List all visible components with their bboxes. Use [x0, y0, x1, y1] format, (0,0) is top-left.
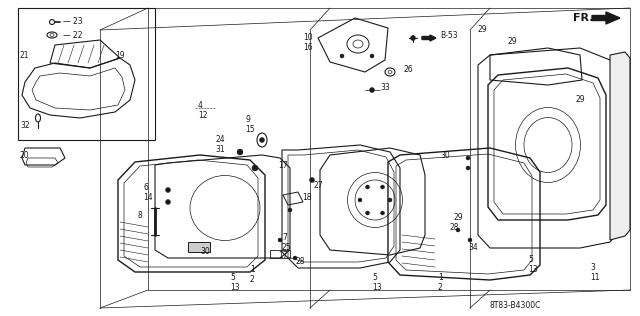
Text: 1: 1	[438, 274, 443, 283]
Text: 31: 31	[215, 145, 225, 155]
Text: 4: 4	[198, 100, 203, 110]
Circle shape	[310, 178, 314, 183]
Text: 28: 28	[450, 223, 460, 233]
Text: 26: 26	[403, 65, 413, 75]
Text: 15: 15	[245, 125, 255, 135]
Text: 5: 5	[528, 256, 533, 264]
Text: 29: 29	[575, 95, 584, 105]
Text: 27: 27	[314, 180, 324, 190]
Circle shape	[369, 88, 374, 93]
Polygon shape	[610, 52, 630, 240]
Text: — 22: — 22	[63, 31, 83, 40]
Text: B-53: B-53	[440, 32, 458, 40]
Circle shape	[466, 166, 470, 170]
Circle shape	[466, 156, 470, 160]
Text: 11: 11	[590, 274, 600, 283]
Circle shape	[381, 185, 385, 189]
Circle shape	[358, 198, 362, 202]
Circle shape	[468, 238, 472, 242]
Text: 30: 30	[200, 247, 210, 257]
Text: 17: 17	[278, 251, 287, 259]
Text: 12: 12	[198, 111, 207, 119]
Polygon shape	[188, 242, 210, 252]
Text: 1: 1	[250, 265, 255, 275]
Text: 13: 13	[230, 283, 239, 293]
Circle shape	[410, 35, 415, 40]
Text: 13: 13	[528, 265, 538, 275]
Text: 7: 7	[282, 234, 287, 242]
Circle shape	[278, 238, 282, 242]
Circle shape	[370, 54, 374, 58]
Text: 9: 9	[245, 116, 250, 125]
Text: 20: 20	[20, 150, 29, 160]
Text: 32: 32	[20, 120, 29, 130]
Circle shape	[166, 187, 170, 192]
Text: 19: 19	[115, 51, 125, 59]
Text: 10: 10	[303, 33, 312, 42]
Circle shape	[456, 228, 460, 232]
Circle shape	[381, 211, 385, 215]
Text: 24: 24	[215, 136, 225, 144]
Text: 34: 34	[468, 244, 477, 252]
Circle shape	[252, 165, 258, 171]
Text: 2: 2	[250, 276, 255, 284]
Text: 17: 17	[278, 161, 287, 169]
Text: 5: 5	[372, 274, 377, 283]
Circle shape	[365, 211, 369, 215]
Text: 5: 5	[230, 274, 235, 283]
Text: — 23: — 23	[63, 17, 83, 27]
FancyArrow shape	[422, 35, 436, 41]
Text: 16: 16	[303, 44, 312, 52]
Text: 30: 30	[440, 150, 450, 160]
Text: 8T83-B4300C: 8T83-B4300C	[490, 301, 541, 309]
Text: 28: 28	[296, 258, 305, 266]
Text: 13: 13	[372, 283, 381, 293]
Circle shape	[293, 256, 297, 260]
Circle shape	[365, 185, 369, 189]
FancyArrow shape	[592, 12, 620, 24]
Circle shape	[166, 199, 170, 204]
Text: 29: 29	[478, 26, 488, 34]
Text: 21: 21	[20, 51, 29, 59]
Text: 18: 18	[302, 193, 312, 203]
Text: 14: 14	[143, 193, 152, 203]
Text: 2: 2	[438, 283, 443, 293]
Circle shape	[340, 54, 344, 58]
Circle shape	[388, 198, 392, 202]
Text: 29: 29	[508, 38, 518, 46]
Text: 6: 6	[143, 184, 148, 192]
Text: 29: 29	[454, 214, 463, 222]
Text: 33: 33	[380, 83, 390, 93]
Text: 8: 8	[138, 210, 143, 220]
Text: FR.: FR.	[573, 13, 593, 23]
Circle shape	[288, 208, 292, 212]
Text: 25: 25	[282, 244, 292, 252]
Circle shape	[259, 137, 264, 143]
Text: 3: 3	[590, 264, 595, 272]
Circle shape	[237, 149, 243, 155]
